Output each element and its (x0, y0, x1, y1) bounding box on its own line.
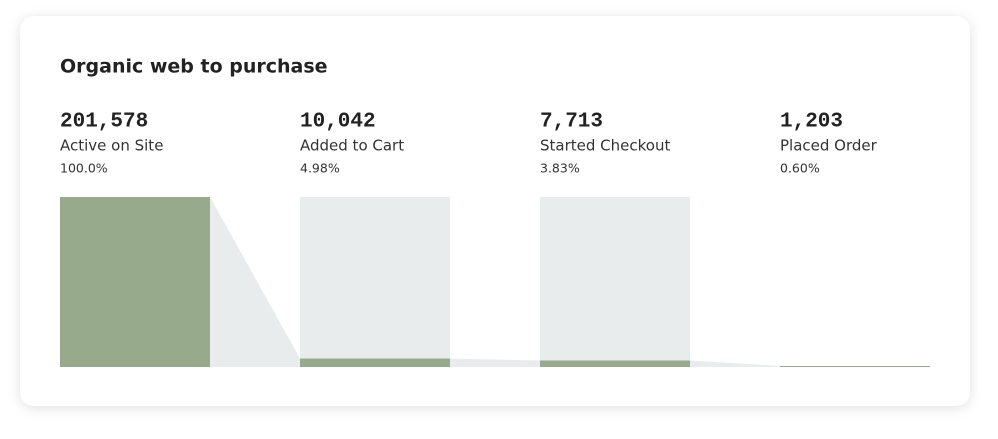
stage-name: Started Checkout (540, 137, 670, 155)
bar (540, 360, 690, 367)
stage-count: 1,203 (780, 111, 843, 134)
stage-percent: 3.83% (540, 161, 580, 176)
connector (450, 358, 540, 367)
connector (210, 197, 300, 367)
bar-track (540, 197, 690, 367)
stage-count: 10,042 (300, 111, 376, 134)
stage-count: 201,578 (60, 111, 148, 134)
stage-name: Active on Site (60, 137, 163, 155)
connector (690, 360, 780, 367)
bar-track (300, 197, 450, 367)
bar (780, 365, 930, 367)
chart-title: Organic web to purchase (60, 56, 328, 78)
stage-count: 7,713 (540, 111, 603, 134)
stage-percent: 4.98% (300, 161, 340, 176)
stage-name: Added to Cart (300, 137, 404, 155)
stage-name: Placed Order (780, 137, 878, 155)
stage-percent: 100.0% (60, 161, 108, 176)
bar (300, 358, 450, 367)
stage-percent: 0.60% (780, 161, 820, 176)
bar (60, 197, 210, 367)
